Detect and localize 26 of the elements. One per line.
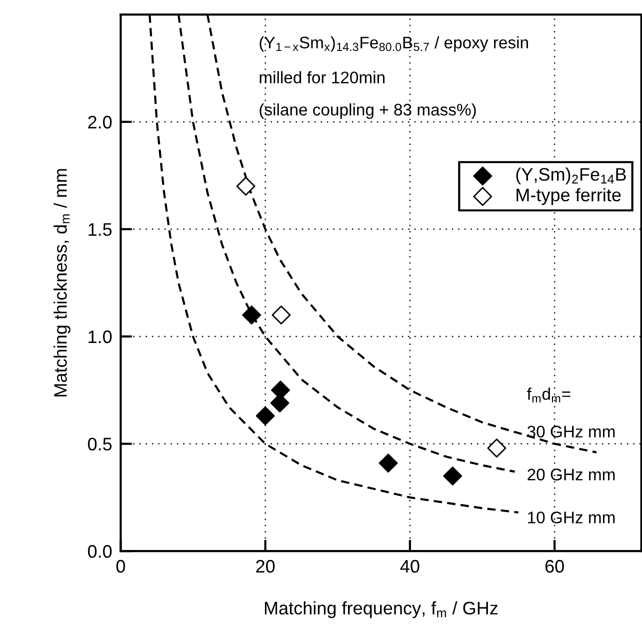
point	[272, 306, 291, 324]
x-axis-title: Matching frequency, f$_{m}$ / GHz	[264, 601, 498, 618]
annotation: 10 GHz mm	[528, 512, 615, 524]
legend-label: (Y,Sm)$_{2}$Fe$_{14}$B	[516, 168, 626, 184]
point	[487, 438, 506, 458]
text: (Y$_{1−x}$Sm$_{x}$)$_{14.3}$Fe$_{80.0}$B$_{5.7}$ / epoxy resin	[260, 36, 528, 52]
y-axis-title: Matching thickness, d$_{m}$ / mm	[54, 169, 70, 396]
point	[242, 306, 262, 324]
y-tick-label: 1.0	[88, 330, 112, 344]
x-tick-label: 60	[545, 560, 564, 573]
point	[236, 176, 256, 196]
x-tick-label: 0	[116, 560, 126, 573]
y-tick-label: 2.0	[88, 116, 112, 129]
point	[378, 454, 398, 473]
point	[443, 466, 462, 486]
annotation: (silane coupling + 83 mass%)	[260, 103, 476, 119]
point	[256, 406, 275, 426]
y-tick-label: 1.5	[88, 223, 112, 236]
legend-label: M-type ferrite	[516, 188, 621, 205]
annotation: f$_{m}$d$_{m}$=	[527, 388, 570, 402]
y-tick-label: 0.0	[88, 545, 112, 558]
annotation: milled for 120min	[260, 71, 384, 84]
x-tick-label: 40	[400, 560, 420, 573]
annotation: 20 GHz mm	[528, 468, 615, 480]
y-tick-label: 0.5	[88, 438, 112, 451]
x-tick-label: 20	[256, 560, 275, 573]
